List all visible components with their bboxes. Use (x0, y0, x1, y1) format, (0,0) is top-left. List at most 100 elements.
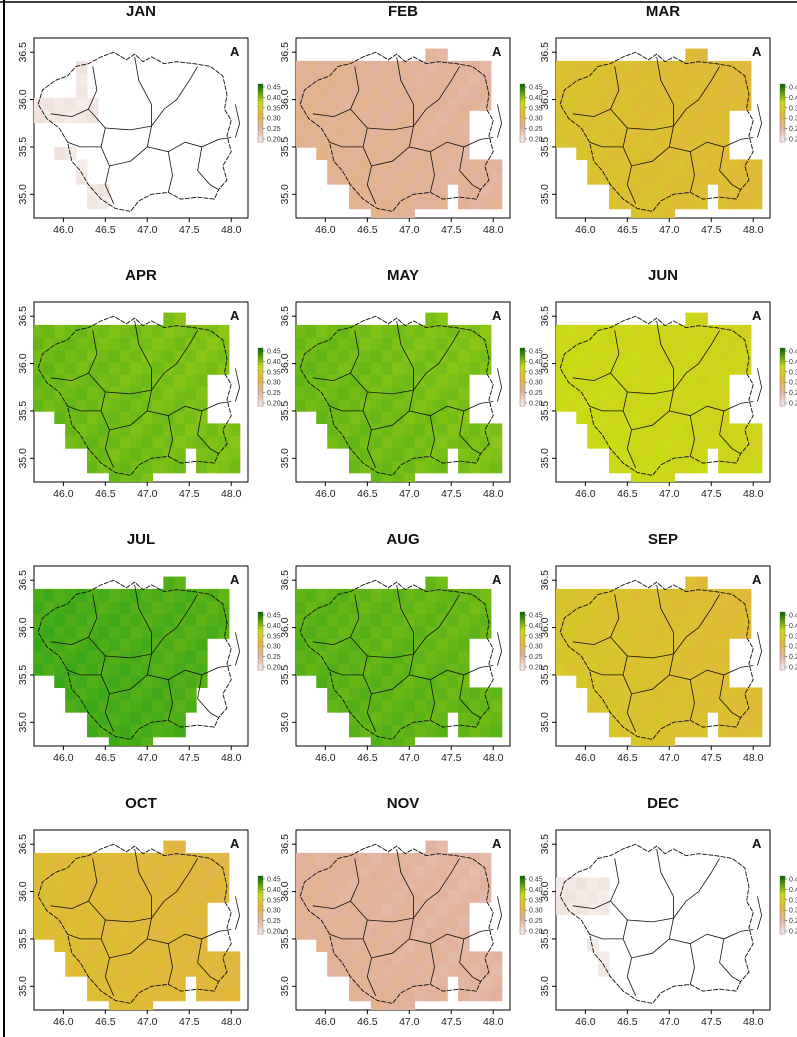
grid-cell (174, 613, 186, 627)
grid-cell (305, 60, 317, 74)
grid-cell (685, 349, 697, 363)
grid-cell (718, 460, 730, 474)
grid-cell (185, 625, 197, 639)
legend-tick-label: 0.30 (267, 116, 281, 123)
grid-cell (338, 951, 350, 965)
grid-cell (97, 361, 110, 375)
grid-cell (119, 460, 132, 474)
x-tick-label: 48.0 (483, 224, 504, 236)
grid-cell (425, 460, 437, 474)
grid-cell (296, 926, 306, 940)
grid-cell (119, 588, 132, 602)
grid-cell (447, 588, 459, 602)
grid-cell (587, 134, 599, 148)
grid-cell (381, 435, 394, 449)
grid-cell (76, 852, 88, 866)
grid-cell (458, 184, 470, 197)
grid-cell (217, 625, 230, 639)
grid-cell (76, 625, 88, 639)
grid-cell (370, 374, 383, 388)
grid-cell (141, 374, 154, 388)
legend-tick-label: 0.45 (529, 877, 543, 884)
grid-cell (414, 435, 426, 449)
grid-cell (587, 411, 599, 425)
grid-cell (598, 435, 610, 449)
district-boundary (67, 669, 102, 676)
grid-cell (359, 852, 372, 866)
grid-cell (174, 312, 186, 326)
grid-cell (718, 662, 730, 676)
grid-cell (174, 361, 186, 375)
grid-cell (348, 147, 361, 161)
grid-cell (130, 724, 143, 738)
grid-cell (152, 337, 164, 351)
grid-cell (403, 435, 416, 449)
grid-cell (576, 638, 588, 652)
grid-cell (119, 675, 132, 689)
grid-cell (206, 423, 219, 437)
x-tick-label: 46.5 (95, 752, 116, 764)
grid-cell (196, 638, 208, 652)
district-boundary (656, 320, 674, 391)
grid-cell (174, 712, 186, 725)
grid-cell (652, 97, 665, 111)
grid-cell (598, 349, 610, 363)
y-tick-label: 35.5 (539, 401, 551, 422)
grid-cell (663, 361, 676, 375)
grid-cell (598, 73, 610, 87)
grid-cell (403, 601, 416, 615)
x-tick-label: 46.0 (53, 752, 74, 764)
grid-cell (76, 411, 88, 425)
grid-cell (468, 196, 481, 210)
grid-cell (392, 435, 405, 449)
grid-cell (447, 638, 459, 652)
grid-cell (641, 386, 654, 400)
grid-cell (630, 159, 643, 173)
legend-tick-label: 0.35 (267, 369, 281, 376)
grid-cell (108, 951, 121, 965)
grid-cell (436, 675, 448, 689)
grid-cell (381, 460, 394, 474)
grid-cell (316, 60, 328, 74)
grid-cell (587, 625, 599, 639)
grid-cell (76, 423, 88, 437)
grid-cell (43, 650, 55, 664)
grid-cell (652, 687, 665, 701)
grid-cell (392, 1000, 405, 1010)
legend-tick-label: 0.30 (789, 380, 797, 387)
grid-cell (381, 601, 394, 615)
grid-cell (414, 159, 426, 173)
grid-cell (436, 48, 448, 62)
grid-cell (381, 902, 394, 916)
district-boundary (627, 330, 720, 395)
x-tick-label: 46.5 (357, 752, 378, 764)
grid-cell (206, 435, 219, 449)
grid-cell (447, 951, 459, 965)
district-boundary (669, 401, 754, 417)
grid-cell (696, 48, 708, 62)
grid-cell (130, 963, 143, 977)
grid-cell (327, 97, 339, 111)
border-line (497, 632, 503, 666)
grid-cell (750, 724, 763, 738)
grid-cell (458, 963, 470, 977)
district-boundary (371, 654, 414, 695)
grid-cell (414, 601, 426, 615)
grid-cell (108, 675, 121, 689)
grid-cell (196, 398, 208, 412)
y-tick-label: 36.5 (17, 570, 29, 591)
border-line (757, 368, 763, 402)
grid-cell (185, 638, 197, 652)
x-tick-label: 47.0 (659, 1016, 680, 1028)
grid-cell (641, 625, 654, 639)
grid-cell (641, 184, 654, 197)
grid-cell (587, 435, 599, 449)
grid-cell (97, 196, 110, 210)
grid-cell (663, 134, 676, 148)
grid-cell (185, 601, 197, 615)
grid-cell (86, 712, 99, 725)
grid-cell (296, 73, 306, 87)
grid-cell (327, 423, 339, 437)
grid-cell (97, 423, 110, 437)
grid-cell (327, 889, 339, 903)
